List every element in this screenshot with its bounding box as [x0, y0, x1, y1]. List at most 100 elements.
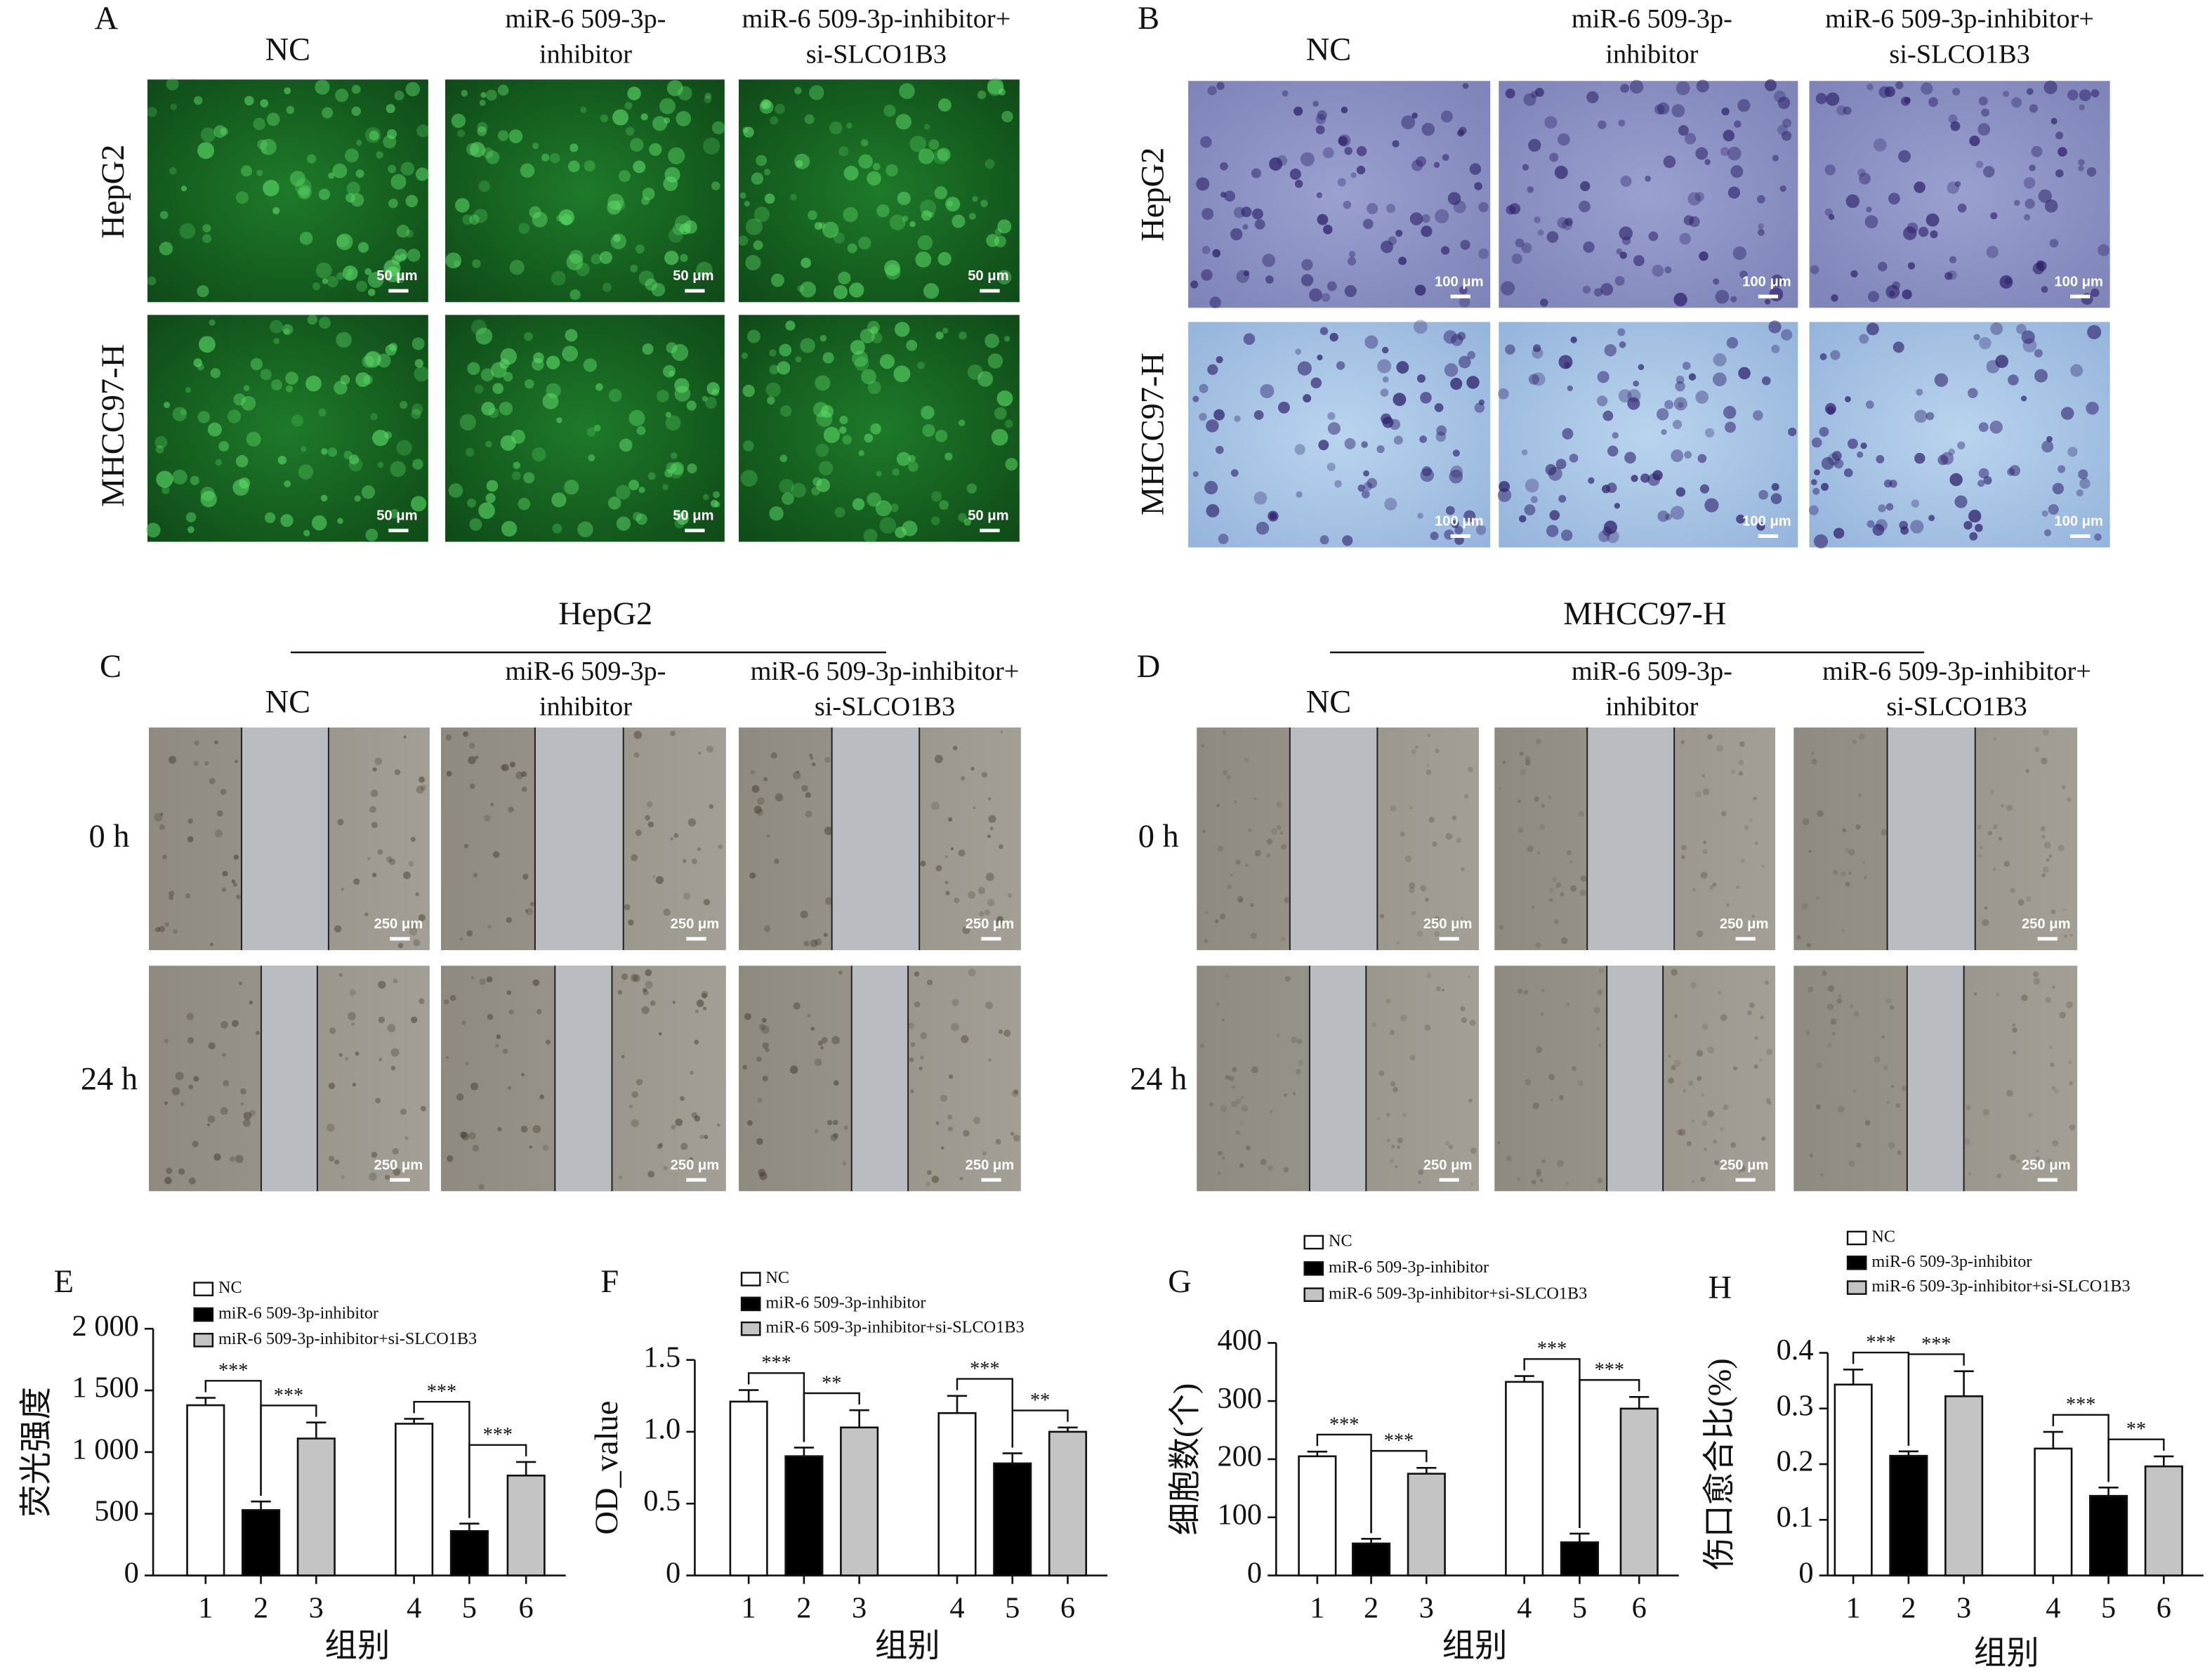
cell — [1250, 902, 1254, 907]
x-tick-label: 1 — [1310, 1592, 1324, 1625]
cell — [336, 272, 345, 280]
cell — [1620, 175, 1632, 187]
cell — [1004, 336, 1010, 342]
cell — [336, 235, 350, 247]
cell — [220, 1107, 228, 1115]
cell — [1000, 730, 1003, 734]
cell — [1316, 192, 1322, 199]
cell — [1539, 824, 1546, 830]
cell — [1735, 885, 1740, 890]
cell — [2029, 104, 2039, 113]
micrograph: 250 μm — [1793, 966, 2078, 1192]
cell — [1681, 855, 1685, 860]
cell — [1532, 905, 1535, 909]
cell — [1570, 885, 1577, 892]
cell — [1796, 935, 1801, 940]
cell — [193, 1076, 199, 1082]
cell — [1992, 824, 1998, 829]
cell — [1867, 520, 1875, 528]
cell — [1535, 88, 1544, 97]
cell — [1535, 739, 1541, 744]
cell — [1665, 513, 1672, 520]
cell — [876, 204, 890, 218]
cell — [1478, 399, 1485, 406]
column-header: miR-6 509-3p- — [505, 4, 666, 34]
cell — [704, 95, 712, 103]
cell — [197, 285, 209, 298]
cell — [1891, 1084, 1895, 1088]
cell — [999, 844, 1003, 850]
cell — [285, 385, 294, 393]
cell — [1270, 1110, 1273, 1114]
cell — [815, 938, 822, 946]
cell — [1848, 849, 1855, 856]
cell — [418, 914, 426, 921]
group-title: HepG2 — [558, 596, 652, 632]
cell — [1678, 402, 1684, 408]
cell — [608, 388, 622, 402]
cell — [1898, 150, 1911, 163]
cell — [1435, 209, 1449, 224]
cell — [1464, 794, 1469, 798]
bar — [186, 1404, 225, 1576]
cell — [202, 224, 211, 233]
bar — [1505, 1381, 1544, 1576]
cell — [1401, 115, 1416, 130]
cell — [456, 1093, 464, 1101]
cell — [649, 143, 662, 157]
cell — [1426, 973, 1432, 978]
cell — [668, 228, 683, 243]
cell — [1671, 449, 1684, 462]
cell — [192, 1140, 199, 1147]
cell — [1652, 265, 1664, 277]
image-bg — [1188, 322, 1491, 548]
significance-label: *** — [1537, 1338, 1567, 1360]
cell — [2021, 330, 2035, 344]
cell — [819, 334, 827, 342]
cell — [751, 172, 763, 185]
cell — [1389, 1158, 1395, 1164]
cell — [367, 289, 376, 296]
cell — [631, 854, 638, 862]
cell — [1671, 968, 1678, 976]
cell — [446, 770, 452, 777]
cell — [1549, 897, 1553, 902]
legend-label: miR-6 509-3p-inhibitor — [1871, 1252, 2032, 1271]
cell — [926, 979, 933, 986]
cell — [1713, 353, 1727, 367]
image-bg — [739, 79, 1020, 303]
panel-letter: B — [1138, 1, 1159, 37]
cell — [779, 405, 792, 417]
cell — [926, 1182, 930, 1187]
cell — [411, 496, 427, 512]
cell — [1460, 1006, 1466, 1012]
cell — [388, 858, 396, 866]
cell — [2036, 260, 2044, 268]
column-header: miR-6 509-3p-inhibitor+ — [1822, 657, 2091, 686]
cell — [2051, 1086, 2056, 1091]
cell — [2060, 1164, 2066, 1169]
cell — [1757, 229, 1765, 236]
cell — [839, 415, 848, 424]
cell — [1950, 121, 1961, 131]
bar — [449, 1529, 489, 1576]
cell — [1528, 374, 1539, 385]
cell — [814, 1058, 822, 1067]
cell — [1461, 1017, 1467, 1023]
cell — [1566, 1003, 1570, 1006]
cell — [326, 1123, 335, 1132]
cell — [630, 264, 638, 272]
cell — [499, 402, 513, 416]
cell — [178, 1168, 185, 1176]
cell — [1676, 375, 1685, 384]
cell — [918, 148, 935, 164]
cell — [355, 169, 364, 178]
column-header: si-SLCO1B3 — [806, 40, 947, 70]
cell — [962, 926, 970, 935]
cell — [486, 480, 499, 492]
cell — [1578, 811, 1585, 817]
cell — [1235, 1130, 1240, 1135]
cell — [345, 148, 359, 163]
cell — [1291, 1036, 1298, 1044]
cell — [389, 508, 400, 519]
